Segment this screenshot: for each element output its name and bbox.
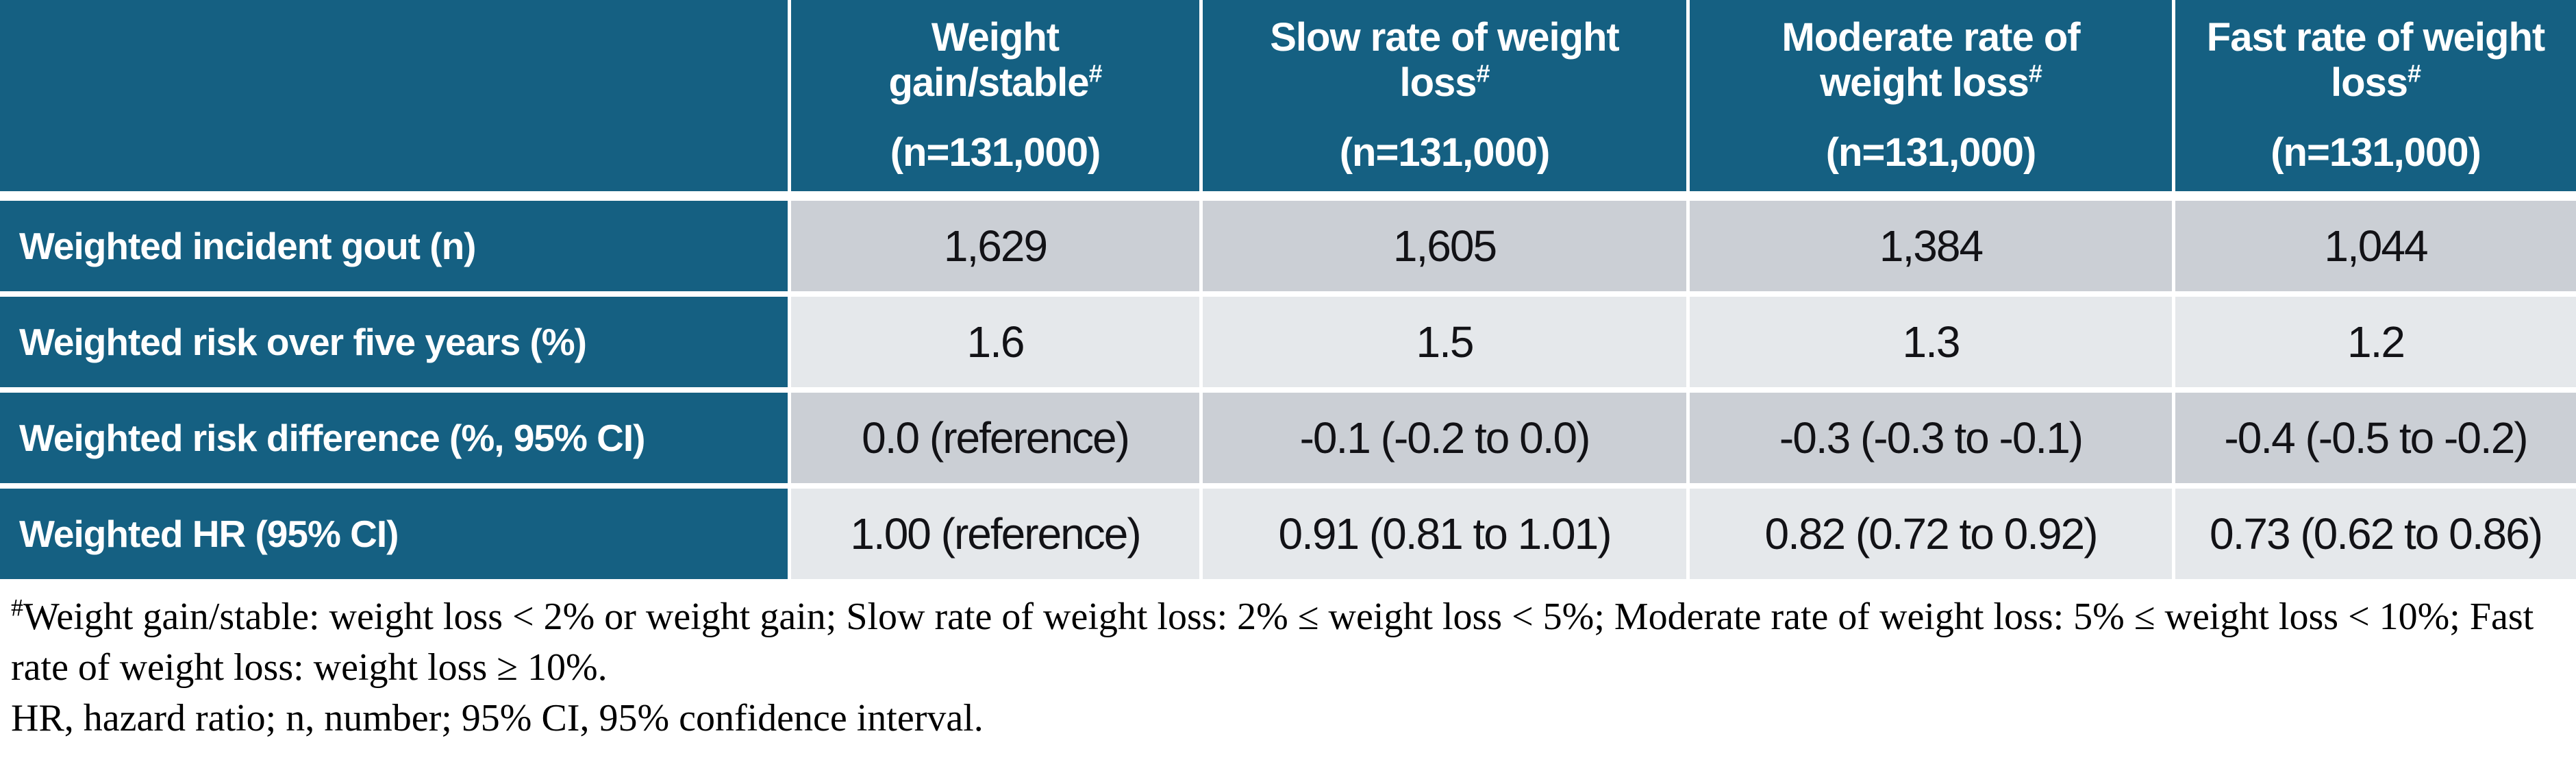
footnote-definitions: #Weight gain/stable: weight loss < 2% or… (11, 593, 2534, 689)
value-cell: -0.1 (-0.2 to 0.0) (1203, 393, 1686, 483)
value-cell: 1.5 (1203, 297, 1686, 387)
column-header-slow-rate: Slow rate of weight loss# (n=131,000) (1203, 0, 1686, 191)
footnote-marker: # (1088, 59, 1102, 88)
value-cell: 1.2 (2175, 297, 2576, 387)
column-sample-size: (n=131,000) (1339, 130, 1551, 175)
column-sample-size: (n=131,000) (890, 130, 1101, 175)
column-title: Weight gain/stable# (888, 15, 1102, 105)
column-title: Slow rate of weight loss# (1270, 15, 1619, 105)
value-cell: 1,629 (791, 201, 1199, 291)
value-cell: 0.82 (0.72 to 0.92) (1690, 489, 2172, 579)
results-table: Weight gain/stable# (n=131,000) Slow rat… (0, 0, 2576, 579)
column-title: Moderate rate of weight loss# (1781, 15, 2080, 105)
table-row-incident-gout: Weighted incident gout (n) 1,629 1,605 1… (0, 201, 2576, 291)
table-header-row: Weight gain/stable# (n=131,000) Slow rat… (0, 0, 2576, 191)
value-cell: -0.4 (-0.5 to -0.2) (2175, 393, 2576, 483)
value-cell: 1,044 (2175, 201, 2576, 291)
column-header-moderate-rate: Moderate rate of weight loss# (n=131,000… (1690, 0, 2172, 191)
footnote-marker: # (2028, 59, 2042, 88)
footnote-marker: # (1476, 59, 1490, 88)
corner-cell (0, 0, 788, 191)
column-header-weight-gain-stable: Weight gain/stable# (n=131,000) (791, 0, 1199, 191)
table-row-risk-difference: Weighted risk difference (%, 95% CI) 0.0… (0, 393, 2576, 483)
footnote-abbreviations: HR, hazard ratio; n, number; 95% CI, 95%… (11, 697, 984, 739)
row-label: Weighted risk over five years (%) (0, 297, 788, 387)
column-header-fast-rate: Fast rate of weight loss# (n=131,000) (2175, 0, 2576, 191)
value-cell: 1,384 (1690, 201, 2172, 291)
value-cell: 1.3 (1690, 297, 2172, 387)
footnote-marker: # (11, 593, 23, 622)
footnote-marker: # (2408, 59, 2421, 88)
table-row-risk-five-years: Weighted risk over five years (%) 1.6 1.… (0, 297, 2576, 387)
value-cell: 1.6 (791, 297, 1199, 387)
value-cell: -0.3 (-0.3 to -0.1) (1690, 393, 2172, 483)
value-cell: 0.91 (0.81 to 1.01) (1203, 489, 1686, 579)
value-cell: 0.73 (0.62 to 0.86) (2175, 489, 2576, 579)
row-label: Weighted HR (95% CI) (0, 489, 788, 579)
column-sample-size: (n=131,000) (1825, 130, 2037, 175)
row-label: Weighted incident gout (n) (0, 201, 788, 291)
row-label: Weighted risk difference (%, 95% CI) (0, 393, 788, 483)
value-cell: 1.00 (reference) (791, 489, 1199, 579)
value-cell: 1,605 (1203, 201, 1686, 291)
column-title: Fast rate of weight loss# (2206, 15, 2545, 105)
footnotes: #Weight gain/stable: weight loss < 2% or… (0, 579, 2576, 744)
table-row-hazard-ratio: Weighted HR (95% CI) 1.00 (reference) 0.… (0, 489, 2576, 579)
value-cell: 0.0 (reference) (791, 393, 1199, 483)
column-sample-size: (n=131,000) (2271, 130, 2481, 175)
